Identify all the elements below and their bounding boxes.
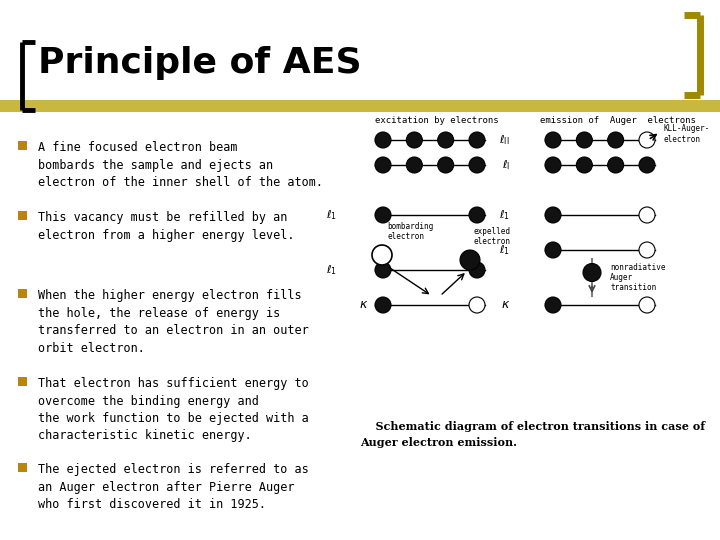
- Circle shape: [545, 157, 561, 173]
- Bar: [18, 211, 27, 220]
- Text: $\ell_1$: $\ell_1$: [499, 208, 510, 222]
- Circle shape: [469, 262, 485, 278]
- Circle shape: [438, 157, 454, 173]
- Circle shape: [375, 157, 391, 173]
- Bar: [18, 377, 27, 386]
- Circle shape: [545, 207, 561, 223]
- Text: Auger electron emission.: Auger electron emission.: [360, 437, 517, 448]
- Bar: [18, 289, 27, 298]
- Text: Schematic diagram of electron transitions in case of: Schematic diagram of electron transition…: [360, 421, 705, 432]
- Text: bombarding
electron: bombarding electron: [387, 221, 433, 241]
- Text: $\ell_1$: $\ell_1$: [499, 243, 510, 257]
- Circle shape: [583, 264, 601, 281]
- Text: $\ell_1$: $\ell_1$: [326, 208, 337, 222]
- Circle shape: [639, 297, 655, 313]
- Text: This vacancy must be refilled by an
electron from a higher energy level.: This vacancy must be refilled by an elec…: [38, 211, 294, 241]
- Bar: [18, 141, 27, 150]
- Circle shape: [608, 132, 624, 148]
- Circle shape: [406, 157, 423, 173]
- Text: $\kappa$: $\kappa$: [500, 299, 510, 312]
- Text: expelled
electron: expelled electron: [474, 227, 511, 246]
- Text: A fine focused electron beam
bombards the sample and ejects an
electron of the i: A fine focused electron beam bombards th…: [38, 141, 323, 189]
- Text: That electron has sufficient energy to
overcome the binding energy and
the work : That electron has sufficient energy to o…: [38, 377, 309, 442]
- Text: $\kappa$: $\kappa$: [359, 299, 368, 312]
- Circle shape: [545, 132, 561, 148]
- Text: excitation by electrons: excitation by electrons: [375, 116, 499, 125]
- Text: Principle of AES: Principle of AES: [38, 46, 361, 80]
- Circle shape: [469, 207, 485, 223]
- Circle shape: [639, 157, 655, 173]
- Circle shape: [639, 132, 655, 148]
- Text: nonradiative
Auger
transition: nonradiative Auger transition: [610, 262, 665, 292]
- Circle shape: [576, 132, 593, 148]
- Circle shape: [375, 132, 391, 148]
- Circle shape: [576, 157, 593, 173]
- Circle shape: [639, 207, 655, 223]
- Circle shape: [545, 242, 561, 258]
- Circle shape: [469, 132, 485, 148]
- Circle shape: [545, 297, 561, 313]
- Circle shape: [372, 245, 392, 265]
- Text: $\ell_{\rm I}$: $\ell_{\rm I}$: [502, 158, 510, 172]
- Text: $\ell_{\rm II}$: $\ell_{\rm II}$: [500, 133, 510, 147]
- Circle shape: [375, 262, 391, 278]
- Text: KLL-Auger-
electron: KLL-Auger- electron: [664, 124, 710, 144]
- Circle shape: [375, 207, 391, 223]
- Text: emission of  Auger  electrons: emission of Auger electrons: [540, 116, 696, 125]
- Text: The ejected electron is referred to as
an Auger electron after Pierre Auger
who : The ejected electron is referred to as a…: [38, 463, 309, 511]
- Circle shape: [608, 157, 624, 173]
- Circle shape: [639, 242, 655, 258]
- Circle shape: [375, 297, 391, 313]
- Bar: [18, 463, 27, 472]
- Bar: [0, 100, 720, 112]
- Circle shape: [469, 297, 485, 313]
- Text: When the higher energy electron fills
the hole, the release of energy is
transfe: When the higher energy electron fills th…: [38, 289, 309, 354]
- Circle shape: [460, 250, 480, 270]
- Circle shape: [469, 157, 485, 173]
- Circle shape: [438, 132, 454, 148]
- Circle shape: [406, 132, 423, 148]
- Text: $\ell_1$: $\ell_1$: [326, 263, 337, 277]
